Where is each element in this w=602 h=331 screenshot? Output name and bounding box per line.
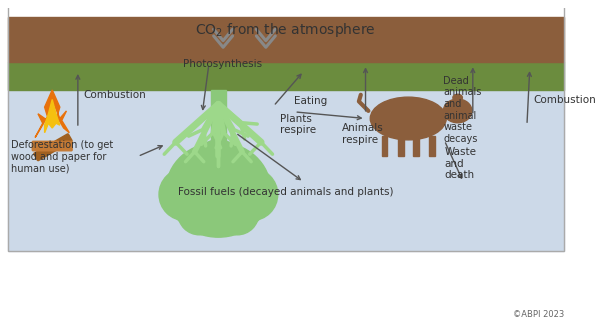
FancyBboxPatch shape (33, 141, 72, 151)
Bar (429, 136, 435, 157)
Bar (8, 62, 564, 90)
Ellipse shape (226, 168, 278, 220)
Bar (211, 90, 226, 166)
Text: Fossil fuels (decayed animals and plants): Fossil fuels (decayed animals and plants… (178, 187, 394, 197)
Text: Combustion: Combustion (84, 90, 146, 100)
Text: Deforestation (to get
wood and paper for
human use): Deforestation (to get wood and paper for… (11, 140, 114, 173)
Text: CO$_2$ from the atmosphere: CO$_2$ from the atmosphere (196, 21, 376, 39)
Bar (8, 0, 564, 252)
Text: Eating: Eating (294, 96, 327, 106)
Text: Dead
animals
and
animal
waste
decays: Dead animals and animal waste decays (444, 76, 482, 144)
Ellipse shape (444, 99, 472, 123)
Bar (8, 62, 564, 252)
Polygon shape (35, 90, 69, 137)
Text: Photosynthesis: Photosynthesis (183, 59, 262, 69)
Bar (413, 136, 419, 157)
Text: ©ABPI 2023: ©ABPI 2023 (513, 310, 564, 319)
Ellipse shape (370, 97, 446, 140)
Text: Plants
respire: Plants respire (280, 114, 316, 135)
Ellipse shape (178, 192, 221, 235)
Ellipse shape (159, 168, 211, 220)
Ellipse shape (216, 192, 259, 235)
Ellipse shape (192, 140, 244, 192)
Ellipse shape (166, 142, 270, 237)
Text: Animals
respire: Animals respire (342, 123, 383, 145)
Bar (398, 136, 403, 157)
Text: Waste
and
death: Waste and death (444, 147, 476, 180)
FancyBboxPatch shape (34, 134, 72, 161)
Ellipse shape (453, 94, 462, 101)
Bar (8, 17, 564, 62)
Polygon shape (45, 100, 60, 133)
Bar (382, 136, 387, 157)
Text: Combustion: Combustion (533, 95, 597, 105)
